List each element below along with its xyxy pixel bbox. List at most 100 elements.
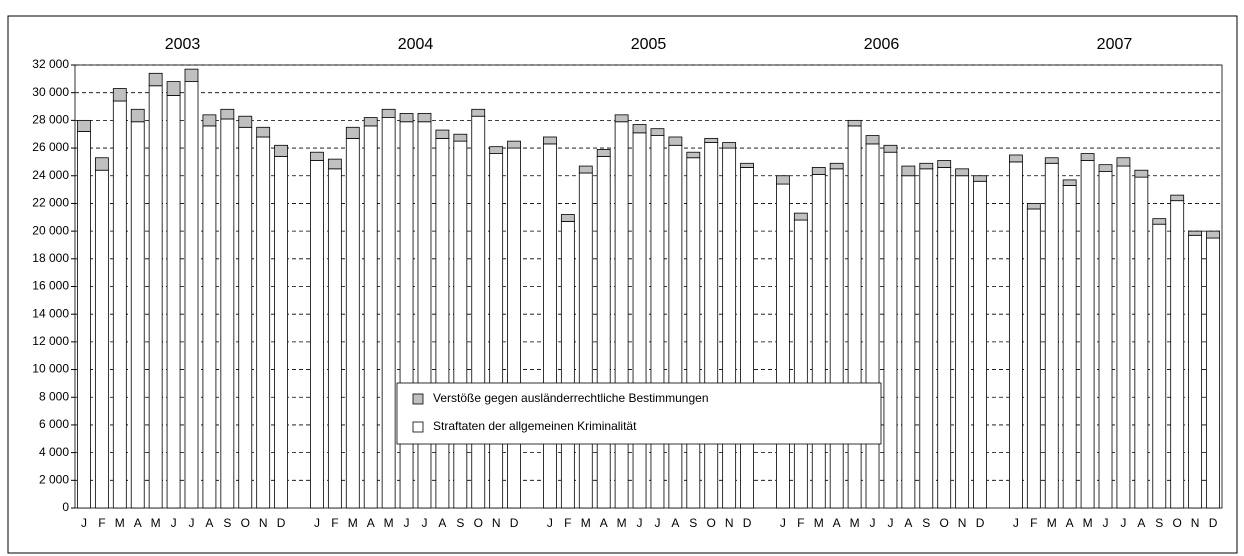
bar-segment <box>202 125 217 509</box>
bar-segment <box>1008 154 1023 163</box>
bar-segment <box>686 151 701 159</box>
x-tick-label: J <box>547 516 553 530</box>
x-tick-label: J <box>1103 516 1109 530</box>
bar-segment <box>543 143 557 509</box>
bar-segment <box>453 140 468 509</box>
bar-segment <box>363 125 378 509</box>
y-tick-label: 16 000 <box>32 279 69 293</box>
bar-segment <box>166 81 181 96</box>
bar-segment <box>489 153 504 509</box>
bar-segment <box>543 136 557 145</box>
bar-segment <box>130 121 145 509</box>
y-tick-label: 32 000 <box>32 57 69 71</box>
bar-segment <box>560 221 575 509</box>
bar-segment <box>614 121 629 509</box>
legend-label: Straftaten der allgemeinen Kriminalität <box>433 419 637 433</box>
bar-segment <box>686 157 701 509</box>
x-tick-label: A <box>600 516 608 530</box>
y-tick-label: 0 <box>62 500 69 514</box>
x-tick-label: M <box>115 516 125 530</box>
x-tick-label: O <box>474 516 483 530</box>
x-tick-label: O <box>1173 516 1182 530</box>
y-tick-label: 8 000 <box>39 389 69 403</box>
bar-segment <box>399 113 414 123</box>
x-tick-label: M <box>850 516 860 530</box>
x-tick-label: J <box>421 516 427 530</box>
x-tick-label: M <box>348 516 358 530</box>
x-tick-label: A <box>833 516 841 530</box>
bar-segment <box>327 158 342 170</box>
x-tick-label: A <box>671 516 679 530</box>
plot-frame <box>74 64 1223 509</box>
x-tick-label: A <box>1066 516 1074 530</box>
x-tick-label: A <box>367 516 375 530</box>
legend-box <box>396 382 882 445</box>
bar-segment <box>327 168 342 509</box>
y-tick-label: 6 000 <box>39 417 69 431</box>
bar-segment <box>776 183 790 509</box>
x-tick-label: N <box>725 516 734 530</box>
bar-segment <box>1152 223 1167 509</box>
bar-segment <box>148 72 163 87</box>
bar-segment <box>417 121 432 509</box>
bar-segment <box>596 155 611 509</box>
bar-segment <box>1062 185 1077 509</box>
bar-segment <box>381 117 396 509</box>
x-tick-label: D <box>510 516 519 530</box>
bar-segment <box>256 136 271 509</box>
x-tick-label: J <box>1013 516 1019 530</box>
y-tick-label: 30 000 <box>32 85 69 99</box>
bar-segment <box>77 131 91 509</box>
bar-segment <box>973 180 987 509</box>
x-tick-label: N <box>259 516 268 530</box>
bar-segment <box>399 121 414 509</box>
x-tick-label: M <box>151 516 161 530</box>
x-tick-label: F <box>564 516 571 530</box>
bar-segment <box>704 137 719 143</box>
bar-segment <box>256 126 271 138</box>
bar-segment <box>614 114 629 123</box>
year-label: 2006 <box>864 36 900 53</box>
bar-segment <box>1026 208 1041 509</box>
bar-segment <box>202 114 217 127</box>
bar-segment <box>919 162 934 170</box>
bar-segment <box>435 137 450 509</box>
x-tick-label: S <box>1155 516 1163 530</box>
bar-segment <box>847 125 862 509</box>
bar-segment <box>112 88 127 102</box>
bar-segment <box>417 113 432 123</box>
x-tick-label: D <box>277 516 286 530</box>
x-tick-label: N <box>1191 516 1200 530</box>
x-tick-label: M <box>1047 516 1057 530</box>
x-tick-label: N <box>492 516 501 530</box>
y-tick-label: 26 000 <box>32 140 69 154</box>
x-tick-label: J <box>654 516 660 530</box>
bar-segment <box>811 173 826 509</box>
x-tick-label: O <box>241 516 250 530</box>
x-tick-label: J <box>637 516 643 530</box>
bar-segment <box>901 165 916 177</box>
bar-segment <box>1080 153 1095 161</box>
bar-segment <box>847 119 862 127</box>
x-tick-label: S <box>922 516 930 530</box>
bar-segment <box>1062 179 1077 186</box>
bar-segment <box>1044 162 1059 509</box>
bar-segment <box>1008 161 1023 509</box>
x-tick-label: M <box>581 516 591 530</box>
bar-segment <box>274 144 289 157</box>
bar-segment <box>345 126 360 139</box>
bar-segment <box>919 168 934 509</box>
bar-segment <box>1206 230 1220 239</box>
bar-segment <box>955 175 970 509</box>
bar-segment <box>220 118 235 509</box>
bar-segment <box>776 175 790 185</box>
x-tick-label: F <box>1030 516 1037 530</box>
bar-segment <box>1134 176 1149 509</box>
bar-segment <box>883 151 898 509</box>
bar-segment <box>829 162 844 170</box>
x-tick-label: S <box>689 516 697 530</box>
x-tick-label: A <box>205 516 213 530</box>
x-tick-label: J <box>1120 516 1126 530</box>
y-tick-label: 20 000 <box>32 223 69 237</box>
